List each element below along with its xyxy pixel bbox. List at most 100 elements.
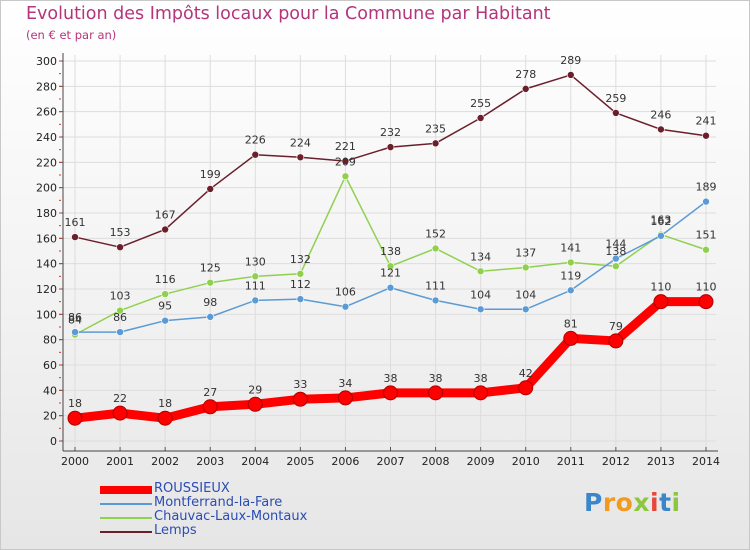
data-point-0 bbox=[518, 380, 534, 396]
logo-letter: o bbox=[615, 488, 634, 517]
data-point-0 bbox=[202, 399, 218, 415]
data-label-0: 18 bbox=[158, 397, 172, 410]
data-point-3 bbox=[296, 153, 305, 162]
legend-swatch-roussieux bbox=[100, 486, 152, 494]
y-tick-label: 240 bbox=[36, 131, 57, 144]
data-label-2: 134 bbox=[470, 250, 491, 263]
y-tick-label: 140 bbox=[36, 258, 57, 271]
data-point-0 bbox=[112, 405, 128, 421]
data-point-2 bbox=[206, 278, 215, 287]
data-point-0 bbox=[247, 396, 263, 412]
data-point-2 bbox=[612, 262, 620, 271]
y-tick-label: 280 bbox=[36, 80, 57, 93]
data-label-1: 95 bbox=[158, 300, 172, 313]
data-label-2: 125 bbox=[200, 262, 221, 275]
legend-swatch-lemps bbox=[100, 531, 152, 533]
data-point-3 bbox=[386, 143, 395, 151]
data-label-0: 110 bbox=[696, 281, 717, 294]
x-tick-label: 2009 bbox=[467, 455, 495, 468]
y-tick-label: 260 bbox=[36, 106, 57, 119]
data-point-3 bbox=[251, 150, 260, 159]
data-point-2 bbox=[566, 258, 575, 267]
data-label-3: 199 bbox=[200, 168, 221, 181]
x-tick-label: 2007 bbox=[377, 455, 405, 468]
data-label-3: 241 bbox=[696, 115, 717, 128]
logo-letter: r bbox=[602, 488, 616, 517]
y-tick-label: 80 bbox=[43, 334, 57, 347]
x-tick-label: 2003 bbox=[196, 455, 224, 468]
data-label-3: 278 bbox=[515, 68, 536, 81]
series-layer bbox=[67, 71, 714, 426]
chart-subtitle: (en € et par an) bbox=[26, 28, 117, 42]
data-point-3 bbox=[116, 243, 124, 251]
x-tick-label: 2011 bbox=[557, 455, 585, 468]
data-point-0 bbox=[428, 385, 444, 401]
data-point-1 bbox=[341, 302, 350, 311]
data-point-0 bbox=[698, 294, 714, 310]
x-tick-label: 2013 bbox=[647, 455, 675, 468]
y-tick-label: 180 bbox=[36, 207, 57, 220]
data-point-3 bbox=[206, 185, 215, 193]
data-point-0 bbox=[473, 385, 489, 401]
y-tick-label: 200 bbox=[36, 182, 57, 195]
data-point-2 bbox=[386, 262, 395, 271]
data-point-1 bbox=[476, 305, 485, 314]
data-point-2 bbox=[431, 244, 440, 253]
data-label-1: 121 bbox=[380, 267, 401, 280]
x-tick-label: 2012 bbox=[602, 455, 630, 468]
chart-title: Evolution des Impôts locaux pour la Comm… bbox=[26, 4, 551, 24]
y-tick-label: 0 bbox=[50, 435, 57, 448]
data-label-0: 79 bbox=[609, 320, 623, 333]
data-label-2: 151 bbox=[696, 229, 717, 242]
data-point-1 bbox=[612, 254, 620, 263]
data-label-1: 111 bbox=[245, 279, 266, 292]
y-tick-label: 40 bbox=[43, 384, 57, 397]
data-point-3 bbox=[702, 131, 710, 140]
data-label-3: 153 bbox=[110, 226, 131, 239]
data-label-2: 84 bbox=[68, 314, 82, 327]
legend-swatch-chauvac bbox=[100, 517, 152, 519]
data-label-0: 42 bbox=[519, 367, 533, 380]
data-label-3: 226 bbox=[245, 134, 266, 147]
data-label-2: 130 bbox=[245, 255, 266, 268]
data-point-3 bbox=[431, 139, 440, 148]
y-tick-label: 300 bbox=[36, 55, 57, 68]
legend-item-chauvac: Chauvac-Laux-Montaux bbox=[100, 509, 400, 525]
data-point-0 bbox=[653, 294, 669, 310]
data-point-1 bbox=[206, 313, 215, 321]
legend-item-montferrand: Montferrand-la-Fare bbox=[100, 495, 400, 511]
data-label-2: 137 bbox=[515, 246, 536, 259]
data-label-2: 209 bbox=[335, 155, 356, 168]
data-point-0 bbox=[563, 330, 579, 346]
data-point-2 bbox=[116, 306, 124, 315]
data-label-3: 232 bbox=[380, 126, 401, 139]
data-point-2 bbox=[296, 269, 305, 278]
data-point-2 bbox=[161, 290, 169, 298]
x-tick-label: 2001 bbox=[106, 455, 134, 468]
data-label-2: 163 bbox=[650, 214, 671, 227]
data-label-1: 112 bbox=[290, 278, 311, 291]
data-label-0: 34 bbox=[338, 377, 352, 390]
data-label-1: 86 bbox=[113, 311, 127, 324]
data-point-2 bbox=[702, 245, 710, 254]
data-point-1 bbox=[702, 197, 710, 206]
data-label-0: 27 bbox=[203, 386, 217, 399]
y-tick-label: 120 bbox=[36, 283, 57, 296]
data-point-2 bbox=[341, 172, 350, 181]
logo-letter: t bbox=[659, 488, 672, 517]
data-label-0: 38 bbox=[429, 372, 443, 385]
data-label-0: 81 bbox=[564, 317, 578, 330]
y-tick-label: 20 bbox=[43, 410, 57, 423]
data-label-3: 224 bbox=[290, 136, 311, 149]
x-tick-label: 2000 bbox=[61, 455, 89, 468]
x-tick-label: 2008 bbox=[422, 455, 450, 468]
logo-letter: P bbox=[584, 488, 603, 517]
data-label-3: 235 bbox=[425, 122, 446, 135]
data-label-3: 167 bbox=[155, 208, 176, 221]
data-point-0 bbox=[292, 391, 308, 407]
data-label-0: 33 bbox=[293, 378, 307, 391]
data-label-2: 132 bbox=[290, 253, 311, 266]
data-point-3 bbox=[476, 114, 485, 122]
data-label-1: 106 bbox=[335, 286, 356, 299]
